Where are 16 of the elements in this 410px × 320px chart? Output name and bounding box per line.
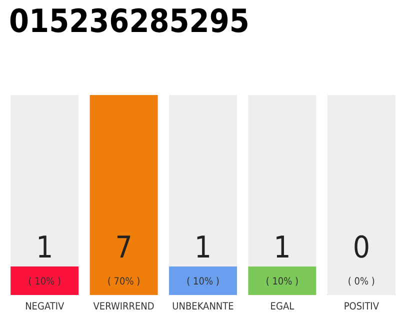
data-label: ( 10% ) [28, 276, 61, 288]
x-tick-label: VERWIRREND [93, 302, 154, 312]
data-label: ( 70% ) [107, 276, 140, 288]
data-label: ( 10% ) [186, 276, 220, 288]
chart-title: 015236285295 [9, 2, 250, 40]
annotation: 0 [352, 230, 370, 266]
annotation: 1 [274, 230, 291, 266]
data-label: ( 0% ) [348, 276, 375, 288]
annotation: 1 [36, 230, 54, 266]
x-tick-label: POSITIV [344, 302, 380, 312]
data-label: ( 10% ) [266, 276, 299, 288]
x-tick-label: UNBEKANNTE [172, 302, 234, 312]
annotation: 1 [194, 230, 212, 266]
annotation: 7 [115, 230, 132, 266]
x-tick-label: EGAL [270, 302, 294, 312]
x-tick-label: NEGATIV [25, 302, 65, 312]
